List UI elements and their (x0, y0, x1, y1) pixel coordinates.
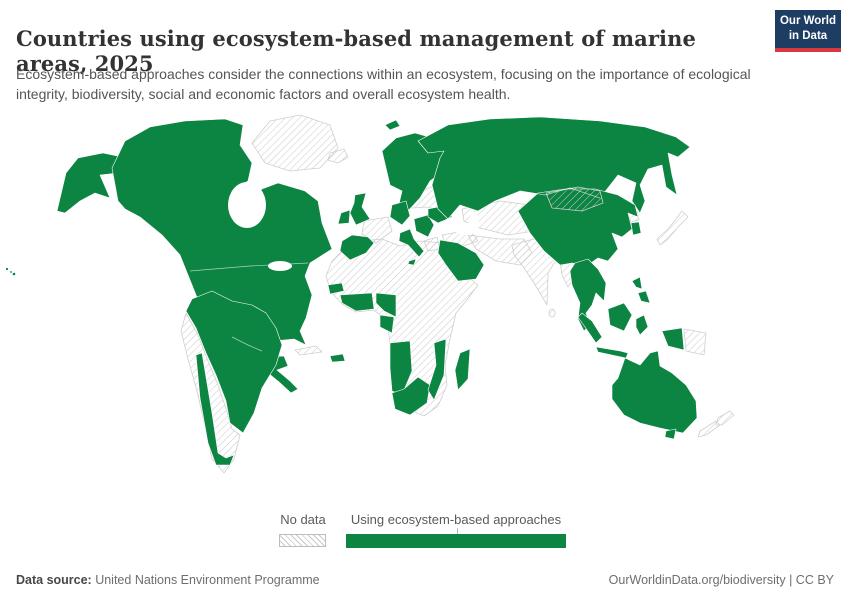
legend-category-label: Using ecosystem-based approaches (350, 512, 562, 527)
region-hawaii[interactable] (5, 267, 16, 276)
region-papua-new-guinea[interactable] (683, 328, 707, 356)
region-new-zealand-south[interactable] (697, 420, 721, 438)
region-iberia[interactable] (339, 234, 375, 261)
region-chile[interactable] (195, 352, 235, 466)
region-china[interactable] (517, 188, 639, 266)
legend-no-data-label: No data (280, 512, 326, 527)
region-tasmania[interactable] (664, 428, 677, 440)
region-south-korea[interactable] (630, 221, 642, 236)
region-indonesia[interactable] (577, 302, 685, 359)
world-choropleth-map[interactable] (0, 113, 850, 505)
region-russia[interactable] (417, 116, 691, 220)
page-title: Countries using ecosystem-based manageme… (16, 26, 696, 77)
owid-logo[interactable]: Our World in Data (775, 10, 841, 52)
region-indochina[interactable] (569, 258, 607, 332)
region-new-zealand-north[interactable] (715, 410, 735, 426)
region-france[interactable] (361, 216, 393, 244)
legend-no-data-swatch[interactable] (279, 534, 326, 547)
region-hispaniola[interactable] (329, 353, 346, 363)
region-svalbard[interactable] (384, 119, 401, 131)
caspian-sea (469, 212, 479, 234)
region-cuba[interactable] (294, 345, 323, 356)
owid-logo-line1: Our World (779, 15, 836, 28)
region-south-america-east[interactable] (185, 290, 283, 434)
region-sicily[interactable] (407, 258, 417, 266)
region-south-america-west[interactable] (180, 312, 241, 474)
region-italy[interactable] (398, 228, 425, 258)
region-greenland[interactable] (251, 114, 339, 172)
owid-logo-line2: in Data (788, 30, 828, 42)
region-ireland[interactable] (337, 209, 351, 225)
region-south-africa[interactable] (391, 376, 431, 416)
great-lakes (268, 261, 292, 271)
legend-category-swatch[interactable] (346, 534, 566, 548)
region-sri-lanka[interactable] (548, 308, 556, 318)
region-united-kingdom[interactable] (349, 192, 371, 226)
region-mongolia[interactable] (545, 186, 604, 212)
footer: Data source: United Nations Environment … (0, 573, 850, 587)
page-subtitle: Ecosystem-based approaches consider the … (16, 66, 751, 103)
us-canada-border (189, 262, 309, 272)
region-west-africa-green[interactable] (327, 282, 397, 334)
region-saudi-arabia[interactable] (437, 239, 485, 282)
owid-citation-link[interactable]: OurWorldinData.org/biodiversity | CC BY (608, 573, 834, 587)
region-germany-central-europe[interactable] (389, 200, 411, 226)
region-japan[interactable] (656, 210, 689, 246)
hudson-bay (228, 182, 266, 228)
region-iceland[interactable] (327, 148, 349, 164)
region-philippines[interactable] (631, 276, 651, 304)
us-mexico-border (231, 336, 263, 352)
world-map-container (0, 113, 850, 505)
data-source-text: Data source: United Nations Environment … (16, 573, 320, 587)
region-madagascar[interactable] (454, 348, 471, 391)
data-source-label: Data source: (16, 573, 92, 587)
russia-china-border (519, 187, 601, 199)
region-alaska[interactable] (56, 152, 123, 214)
data-source-value: United Nations Environment Programme (91, 573, 320, 587)
region-australia[interactable] (611, 350, 698, 434)
region-mozambique[interactable] (427, 338, 447, 401)
legend-tick (457, 528, 458, 535)
region-balkans[interactable] (413, 214, 435, 238)
